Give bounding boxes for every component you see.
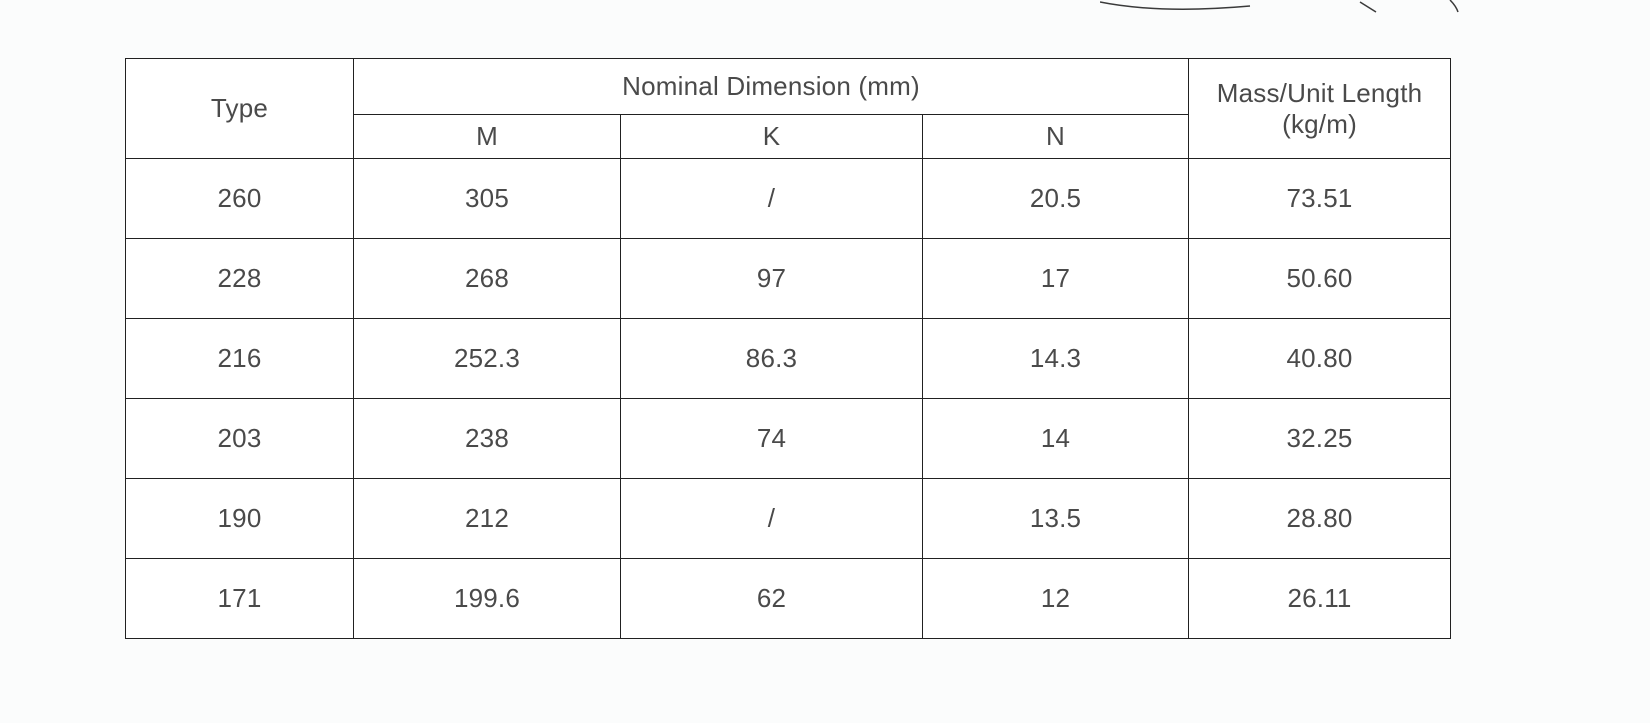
cell-m: 305 — [354, 159, 621, 239]
cell-k: 97 — [621, 239, 923, 319]
cell-n: 13.5 — [923, 479, 1189, 559]
cell-n: 20.5 — [923, 159, 1189, 239]
cell-m: 268 — [354, 239, 621, 319]
cell-type: 171 — [126, 559, 354, 639]
cell-mass: 32.25 — [1189, 399, 1451, 479]
header-type: Type — [126, 59, 354, 159]
cell-type: 216 — [126, 319, 354, 399]
page: Type Nominal Dimension (mm) Mass/Unit Le… — [0, 0, 1650, 723]
cell-m: 212 — [354, 479, 621, 559]
cell-mass: 40.80 — [1189, 319, 1451, 399]
cell-mass: 26.11 — [1189, 559, 1451, 639]
header-nominal-group: Nominal Dimension (mm) — [354, 59, 1189, 115]
table-body: 260 305 / 20.5 73.51 228 268 97 17 50.60… — [126, 159, 1451, 639]
cell-m: 238 — [354, 399, 621, 479]
cell-mass: 73.51 — [1189, 159, 1451, 239]
cell-k: 62 — [621, 559, 923, 639]
top-decor — [1100, 0, 1460, 14]
cell-k: / — [621, 479, 923, 559]
table-header: Type Nominal Dimension (mm) Mass/Unit Le… — [126, 59, 1451, 159]
cell-m: 199.6 — [354, 559, 621, 639]
header-mass: Mass/Unit Length (kg/m) — [1189, 59, 1451, 159]
cell-type: 260 — [126, 159, 354, 239]
cell-k: / — [621, 159, 923, 239]
cell-m: 252.3 — [354, 319, 621, 399]
cell-mass: 28.80 — [1189, 479, 1451, 559]
cell-n: 12 — [923, 559, 1189, 639]
table-row: 228 268 97 17 50.60 — [126, 239, 1451, 319]
table-row: 190 212 / 13.5 28.80 — [126, 479, 1451, 559]
cell-k: 86.3 — [621, 319, 923, 399]
cell-type: 228 — [126, 239, 354, 319]
table-row: 171 199.6 62 12 26.11 — [126, 559, 1451, 639]
cell-mass: 50.60 — [1189, 239, 1451, 319]
cell-k: 74 — [621, 399, 923, 479]
cell-n: 17 — [923, 239, 1189, 319]
table-row: 260 305 / 20.5 73.51 — [126, 159, 1451, 239]
cell-n: 14.3 — [923, 319, 1189, 399]
table-row: 203 238 74 14 32.25 — [126, 399, 1451, 479]
table-row: 216 252.3 86.3 14.3 40.80 — [126, 319, 1451, 399]
cell-type: 203 — [126, 399, 354, 479]
header-m: M — [354, 115, 621, 159]
spec-table: Type Nominal Dimension (mm) Mass/Unit Le… — [125, 58, 1451, 639]
header-n: N — [923, 115, 1189, 159]
cell-n: 14 — [923, 399, 1189, 479]
cell-type: 190 — [126, 479, 354, 559]
header-k: K — [621, 115, 923, 159]
